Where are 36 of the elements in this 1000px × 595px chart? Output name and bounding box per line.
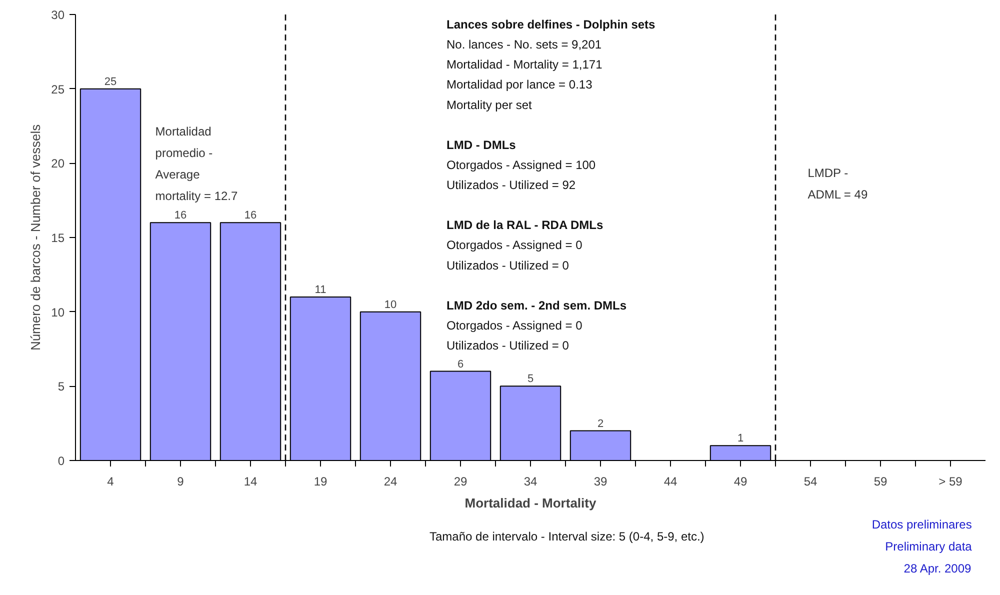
x-tick-label: 59 bbox=[874, 474, 888, 488]
x-tick-label: > 59 bbox=[938, 474, 963, 488]
x-tick-label: 39 bbox=[594, 474, 608, 488]
x-tick-label: 19 bbox=[314, 474, 328, 488]
data-label: 11 bbox=[314, 284, 326, 296]
y-axis-title: Número de barcos - Number of vessels bbox=[28, 124, 44, 351]
x-tick-label: 9 bbox=[177, 474, 184, 488]
y-tick-label: 15 bbox=[51, 231, 65, 245]
data-label: 1 bbox=[737, 432, 744, 445]
data-label: 2 bbox=[597, 418, 604, 430]
annotation: LMDP - ADML = 49 bbox=[808, 166, 868, 202]
text: Datos preliminares Preliminary data 28 Apr. 2009 bbox=[872, 518, 972, 576]
data-label: 10 bbox=[384, 298, 397, 311]
data-label: 6 bbox=[457, 358, 464, 370]
data-label: 5 bbox=[527, 373, 534, 386]
y-tick-label: 5 bbox=[58, 380, 65, 394]
x-tick-label: 4 bbox=[107, 474, 114, 488]
x-tick-label: 49 bbox=[734, 474, 748, 488]
x-tick-label: 34 bbox=[524, 474, 538, 488]
x-tick-label: 54 bbox=[804, 474, 818, 488]
x-tick-label: 44 bbox=[664, 474, 678, 488]
y-tick-label: 25 bbox=[51, 82, 65, 96]
text: Tamaño de intervalo - Interval size: 5 (0-4, 5-9, etc.) bbox=[430, 530, 704, 544]
y-tick-label: 20 bbox=[51, 156, 65, 171]
y-tick-label: 0 bbox=[58, 454, 65, 468]
data-label: 16 bbox=[174, 210, 187, 222]
x-tick-label: 29 bbox=[454, 474, 468, 488]
text: Lances sobre delfines - Dolphin sets No. lances - No. sets = 9,201 Mortalidad - Mortality = 1,171 Mortalidad por lance = 0.13 Mortality per set LMD - DMLs Otorgados - Assigned = 100 Utilizados - Utilized = 92 LMD de la RAL - RDA DMLs Otorgados - Assigned = 0 Utilizados - Utilized = 0 LMD 2do sem. - 2nd sem. DMLs Otorgados - Assigned = 0 Utilizados - Utilized = 0 bbox=[446, 17, 656, 353]
x-tick-label: 24 bbox=[384, 474, 398, 488]
annotation: Mortalidad promedio - Average mortality = 12.7 bbox=[155, 124, 238, 204]
data-label: 16 bbox=[244, 210, 257, 222]
x-tick-label: 14 bbox=[244, 474, 258, 488]
x-axis-title: Mortalidad - Mortality bbox=[464, 496, 597, 510]
y-tick-label: 10 bbox=[51, 305, 65, 320]
data-label: 25 bbox=[104, 76, 117, 88]
y-tick-label: 30 bbox=[51, 8, 65, 22]
